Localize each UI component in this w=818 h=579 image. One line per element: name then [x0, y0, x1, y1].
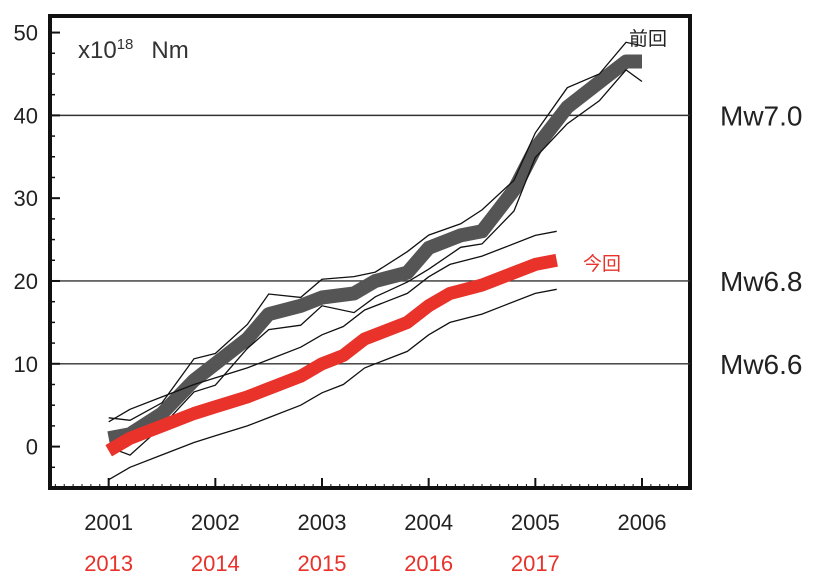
series-current-band [105, 253, 558, 457]
x-tick-label: 2001 [84, 510, 133, 535]
series-current-upper-bound [108, 230, 557, 423]
series-label-previous: 前回 [629, 28, 667, 50]
mw-label: Mw6.6 [720, 349, 802, 380]
x-tick-label-alt: 2016 [404, 551, 453, 576]
x-tick-label-alt: 2015 [298, 551, 347, 576]
unit-label: x1018 Nm [78, 36, 189, 64]
y-tick-label: 10 [14, 352, 38, 377]
y-tick-label: 0 [26, 435, 38, 460]
x-tick-label-alt: 2014 [191, 551, 240, 576]
series-label-current: 今回 [583, 253, 621, 275]
x-tick-label: 2006 [618, 510, 667, 535]
mw-label: Mw6.8 [720, 266, 802, 297]
series-previous-upper [108, 41, 643, 421]
y-tick-label: 30 [14, 186, 38, 211]
unit-exponent: 18 [117, 36, 134, 53]
series-previous-band [107, 54, 642, 446]
x-tick-label: 2002 [191, 510, 240, 535]
series-previous-lower [108, 69, 643, 456]
y-tick-label: 50 [14, 21, 38, 46]
x-tick-label-alt: 2013 [84, 551, 133, 576]
y-tick-label: 40 [14, 103, 38, 128]
unit-name: Nm [151, 37, 188, 64]
x-tick-label: 2003 [298, 510, 347, 535]
x-tick-label-alt: 2017 [511, 551, 560, 576]
y-tick-label: 20 [14, 269, 38, 294]
x-tick-label: 2004 [404, 510, 453, 535]
x-tick-label: 2005 [511, 510, 560, 535]
series-current-lower-bound [108, 288, 557, 481]
mw-label: Mw7.0 [720, 100, 802, 131]
